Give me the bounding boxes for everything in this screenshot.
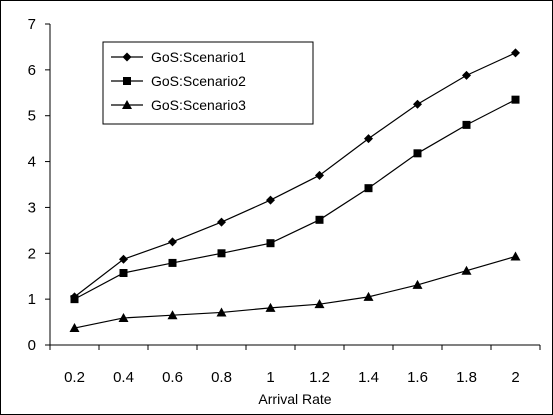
- series-1-point: [413, 99, 422, 109]
- series-2-point: [70, 295, 79, 304]
- y-tick-label: 2: [28, 245, 36, 262]
- series-1-line: [74, 52, 516, 298]
- x-tick-label: 0.8: [211, 369, 232, 386]
- legend-label: GoS:Scenario2: [151, 73, 246, 89]
- series-3-point: [69, 323, 80, 333]
- series-1-point: [119, 254, 128, 264]
- x-tick-label: 0.6: [162, 369, 183, 386]
- series-2-point: [119, 269, 128, 278]
- x-tick-label: 0.2: [64, 369, 85, 386]
- series-3-point: [461, 265, 472, 275]
- series-3-point: [216, 307, 227, 317]
- legend-box: [102, 41, 314, 125]
- series-1-point: [462, 70, 471, 80]
- y-tick-label: 6: [28, 62, 36, 79]
- legend-label: GoS:Scenario3: [151, 97, 246, 113]
- series-3: [69, 251, 521, 333]
- x-tick-label: 1.2: [309, 369, 330, 386]
- series-1-point: [364, 134, 373, 144]
- series-3-point: [412, 279, 423, 289]
- axes: 0 1 2 3 4 5 6 7 0.2 0.4 0.6 0.8 1 1.2 1.4 1.6 1.8 2 Arriva…: [28, 16, 541, 407]
- series-3-point: [363, 291, 374, 301]
- legend-item-3: GoS:Scenario3: [111, 97, 246, 113]
- series-1-point: [217, 217, 226, 227]
- legend-label: GoS:Scenario1: [151, 49, 246, 65]
- x-tick-label: 1.4: [358, 369, 379, 386]
- x-axis-title: Arrival Rate: [258, 391, 331, 407]
- series-2: [70, 95, 520, 304]
- series-3-point: [265, 302, 276, 312]
- legend-item-2: GoS:Scenario2: [111, 73, 246, 89]
- legend-item-1: GoS:Scenario1: [111, 49, 246, 65]
- series-3-point: [118, 312, 129, 322]
- y-tick-label: 1: [28, 291, 36, 308]
- series-2-point: [364, 184, 373, 193]
- series-3-point: [314, 299, 325, 309]
- legend-marker: [123, 77, 131, 85]
- series-2-point: [315, 215, 324, 224]
- series-2-point: [462, 120, 471, 129]
- series-2-point: [511, 95, 520, 104]
- legend: GoS:Scenario1 GoS:Scenario2 GoS:Scenario3: [102, 41, 314, 125]
- x-tick-label: 1.8: [456, 369, 477, 386]
- x-tick-label: 0.4: [113, 369, 134, 386]
- series-2-point: [168, 258, 177, 267]
- series-1-point: [168, 237, 177, 247]
- legend-marker: [122, 52, 132, 62]
- y-tick-label: 0: [28, 337, 36, 354]
- series-1-point: [266, 195, 275, 205]
- x-tick-label: 2: [511, 369, 519, 386]
- series-2-line: [74, 99, 516, 300]
- series-2-point: [266, 239, 275, 248]
- legend-marker: [122, 100, 132, 109]
- series-layer: [69, 48, 521, 333]
- y-tick-label: 5: [28, 108, 36, 125]
- y-tick-label: 3: [28, 199, 36, 216]
- y-tick-label: 7: [28, 16, 36, 33]
- y-tick-label: 4: [28, 154, 36, 171]
- x-tick-label: 1.6: [407, 369, 428, 386]
- series-1-point: [315, 170, 324, 180]
- series-3-line: [74, 255, 516, 329]
- series-3-point: [510, 251, 521, 261]
- series-3-point: [167, 310, 178, 320]
- series-1-point: [511, 48, 520, 58]
- series-2-point: [217, 249, 226, 258]
- series-2-point: [413, 149, 422, 158]
- x-tick-label: 1: [266, 369, 274, 386]
